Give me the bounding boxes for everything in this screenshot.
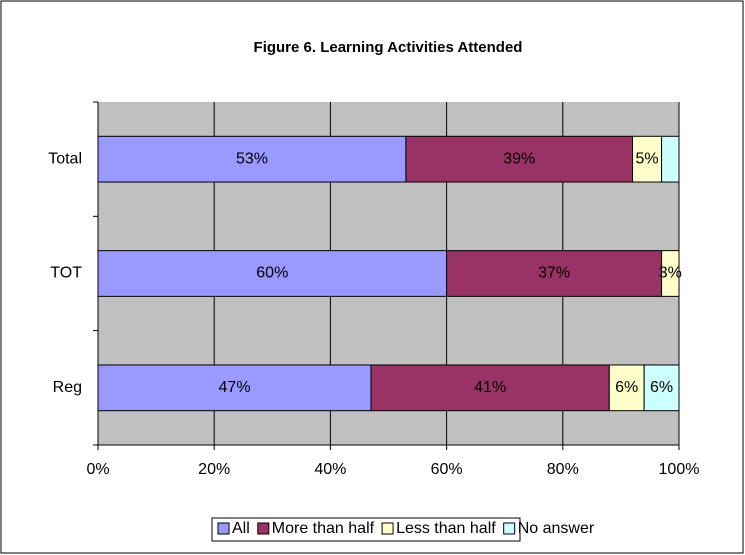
x-tick-label: 20% [198, 461, 230, 478]
bar-segment [446, 250, 663, 297]
data-label: 41% [474, 379, 506, 396]
data-label: 3% [659, 265, 682, 282]
legend-label: More than half [272, 520, 375, 537]
data-label: 47% [219, 379, 251, 396]
bar-segment [661, 135, 680, 183]
legend-label: All [232, 520, 250, 537]
x-tick-label: 0% [86, 461, 109, 478]
legend-swatch [257, 522, 270, 535]
legend-label: Less than half [396, 520, 496, 537]
y-tick-label: TOT [50, 265, 82, 282]
legend-label: No answer [518, 520, 595, 537]
data-label: 37% [538, 265, 570, 282]
legend-swatch [381, 522, 394, 535]
bar-segment [97, 364, 372, 412]
legend-box [211, 517, 521, 542]
bar-segment [608, 364, 645, 412]
data-label: 6% [615, 379, 638, 396]
data-label: 39% [503, 150, 535, 167]
bar-segment [661, 250, 680, 297]
bar-segment [632, 135, 663, 183]
data-label: 53% [236, 150, 268, 167]
y-tick-label: Total [48, 150, 82, 167]
bar-segment [97, 250, 448, 297]
y-tick-label: Reg [53, 379, 82, 396]
bar-segment [370, 364, 610, 412]
x-tick-label: 60% [431, 461, 463, 478]
data-label: 60% [256, 265, 288, 282]
x-tick-label: 100% [659, 461, 700, 478]
legend-swatch [217, 522, 230, 535]
chart-title: Figure 6. Learning Activities Attended [254, 39, 523, 56]
legend-swatch [503, 522, 516, 535]
data-label: 5% [635, 150, 658, 167]
x-tick-label: 40% [314, 461, 346, 478]
bar-segment [405, 135, 634, 183]
data-label: 6% [650, 379, 673, 396]
bar-segment [643, 364, 680, 412]
x-tick-label: 80% [547, 461, 579, 478]
